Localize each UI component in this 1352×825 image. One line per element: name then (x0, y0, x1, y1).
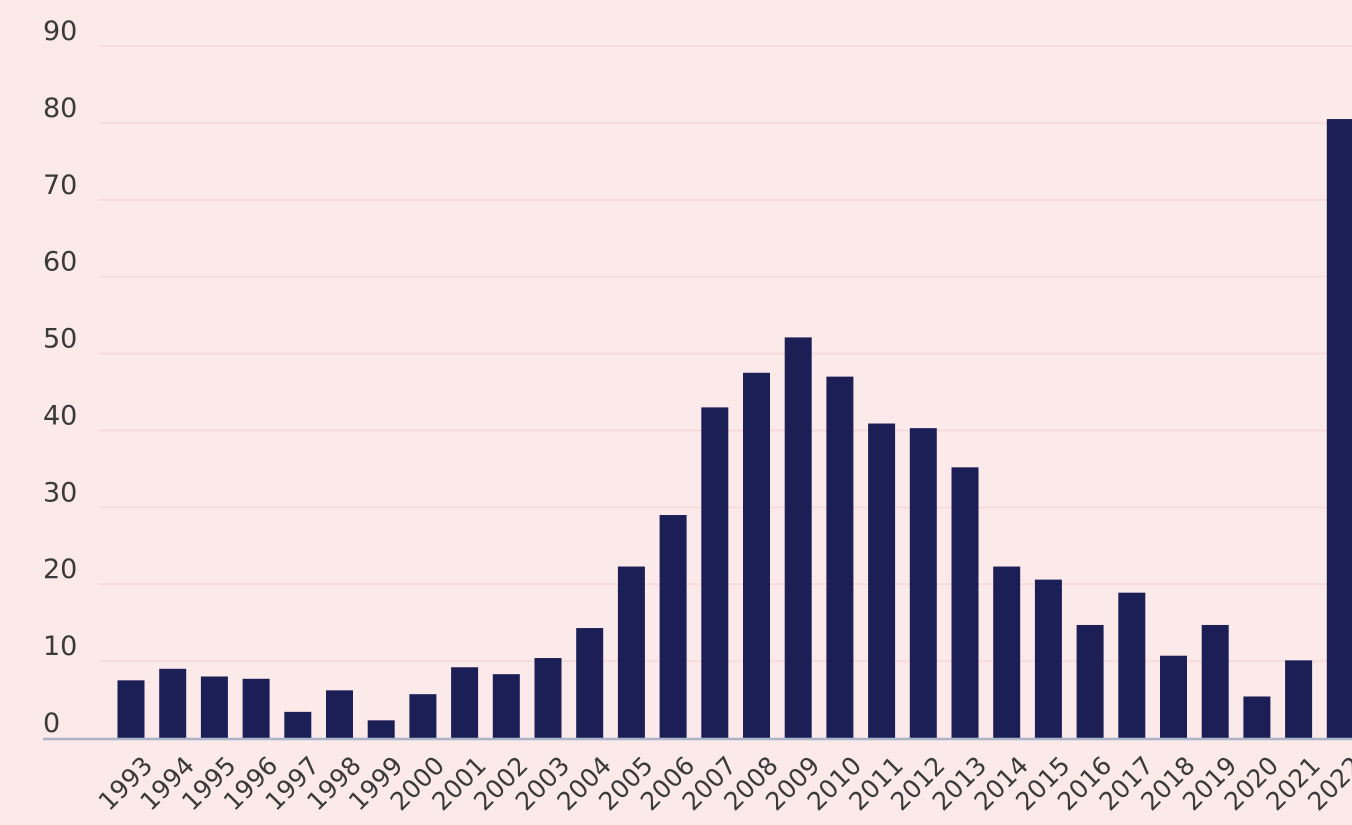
y-tick-label: 30 (43, 477, 77, 508)
y-tick-label: 20 (43, 554, 77, 585)
bar-2012 (909, 428, 937, 738)
bar-2004 (576, 628, 604, 738)
bar-2005 (617, 566, 645, 738)
bar-2021 (1285, 660, 1313, 738)
bar-2008 (743, 372, 770, 738)
bar-2013 (951, 467, 979, 738)
y-axis-tick-labels: 0 10 20 30 40 50 60 70 80 90 (43, 16, 77, 739)
bar-1995 (200, 676, 228, 738)
bar-2002 (492, 674, 520, 738)
y-tick-label: 50 (43, 324, 77, 355)
gridlines (100, 45, 1352, 663)
bar-2006 (659, 515, 687, 738)
bar-1996 (242, 678, 270, 738)
y-tick-label: 0 (43, 708, 60, 739)
bar-2000 (409, 694, 437, 738)
y-tick-label: 70 (43, 170, 77, 201)
bar-2015 (1034, 579, 1062, 738)
bar-2003 (534, 658, 562, 738)
bar-2022 (1326, 119, 1352, 739)
bar-2007 (701, 407, 729, 738)
bar-2001 (451, 667, 479, 738)
x-axis-tick-labels: 1993199419951996199719981999200020012002… (93, 751, 1352, 816)
y-tick-label: 60 (43, 247, 77, 278)
bar-1997 (284, 711, 312, 738)
bar-1994 (159, 668, 187, 738)
bar-2019 (1201, 624, 1229, 738)
y-tick-label: 10 (43, 631, 77, 662)
y-tick-label: 40 (43, 400, 77, 431)
bar-2011 (868, 423, 896, 738)
bar-2018 (1160, 655, 1187, 738)
y-tick-label: 80 (43, 93, 77, 124)
bar-2009 (784, 337, 812, 738)
bar-2014 (993, 566, 1021, 738)
bar-2010 (826, 376, 854, 738)
bar-2016 (1076, 624, 1104, 738)
bar-1999 (367, 720, 395, 738)
y-tick-label: 90 (43, 16, 77, 47)
bar-2017 (1118, 592, 1146, 738)
bar-1993 (117, 680, 145, 738)
bar-1998 (326, 690, 353, 738)
bar-2020 (1243, 696, 1271, 738)
bars (117, 119, 1352, 739)
